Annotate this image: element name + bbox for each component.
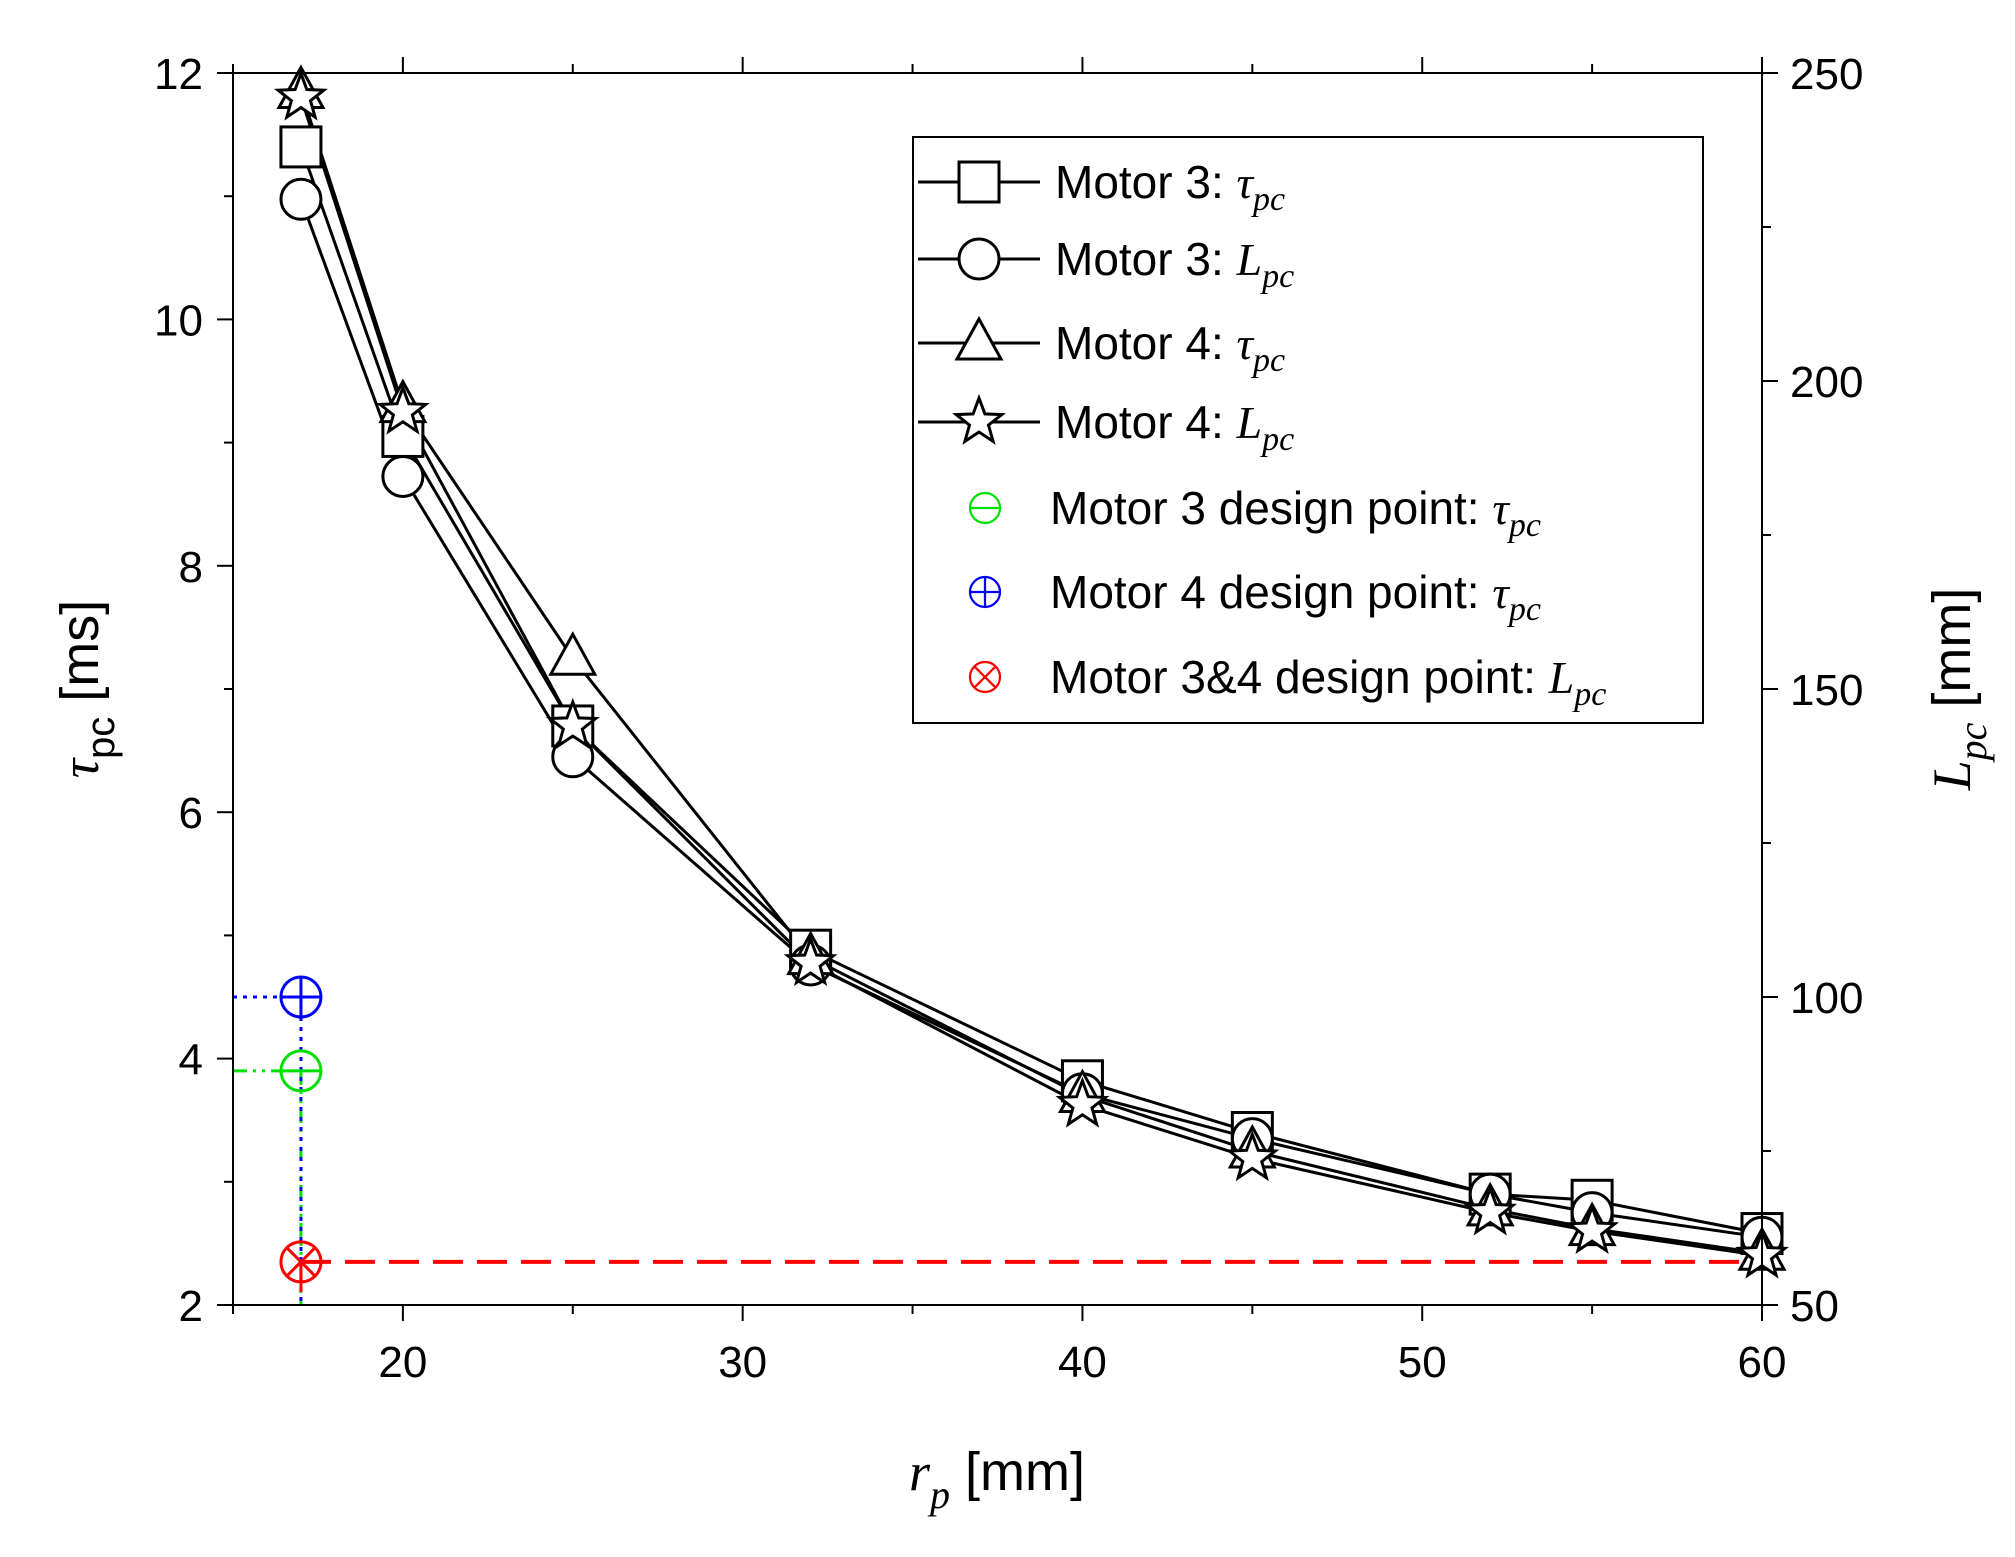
series-4-point-8-shape xyxy=(1565,1202,1620,1255)
series-4-point-5-shape xyxy=(1055,1076,1110,1128)
y-right-tick-label-5: 250 xyxy=(1790,50,1863,99)
design-point-2-marker xyxy=(279,975,323,1019)
y-axis-left-title: τpc [ms] xyxy=(50,600,123,779)
legend-item-7-marker-d2 xyxy=(973,665,997,689)
series-2-point-2 xyxy=(381,454,425,498)
series-4-point-6 xyxy=(1225,1130,1280,1182)
legend-item-4-marker-shape xyxy=(952,393,1006,445)
series-2-point-1 xyxy=(279,177,323,221)
x-tick-label-3: 40 xyxy=(1058,1338,1107,1387)
y-right-tick-label-2: 100 xyxy=(1790,974,1863,1023)
legend-item-3-marker-shape xyxy=(954,315,1004,361)
legend-item-7-label: Motor 3&4 design point: Lpc xyxy=(1050,651,1606,713)
y-left-tick-label-3: 6 xyxy=(179,789,203,838)
series-4-point-2-shape xyxy=(375,383,430,435)
series-4-point-4-shape xyxy=(783,934,838,987)
legend-item-6-label: Motor 4 design point: τpc xyxy=(1050,566,1541,628)
legend-item-4: Motor 4: Lpc xyxy=(918,393,1294,458)
legend-item-1-label: Motor 3: τpc xyxy=(1055,156,1285,218)
design-point-3-marker xyxy=(279,1240,323,1284)
design-point-1-marker xyxy=(279,1049,323,1093)
legend-item-7-marker xyxy=(968,660,1002,694)
legend-item-3-marker xyxy=(954,315,1004,361)
series-4-point-8 xyxy=(1565,1202,1620,1255)
series-4-point-6-shape xyxy=(1225,1130,1280,1182)
legend-item-2-label: Motor 3: Lpc xyxy=(1055,233,1294,295)
legend-item-6-marker xyxy=(968,575,1002,609)
x-tick-label-2: 30 xyxy=(718,1338,767,1387)
design-point-3 xyxy=(299,1259,1762,1305)
series-4-point-5 xyxy=(1055,1076,1110,1128)
series-4-point-1 xyxy=(273,69,328,121)
x-tick-label-1: 20 xyxy=(378,1338,427,1387)
x-tick-label-4: 50 xyxy=(1398,1338,1447,1387)
legend-item-3-label: Motor 4: τpc xyxy=(1055,317,1285,379)
legend-item-5: Motor 3 design point: τpc xyxy=(968,482,1541,544)
legend-item-5-label: Motor 3 design point: τpc xyxy=(1050,482,1541,544)
x-axis-title: rp [mm] xyxy=(909,1442,1085,1517)
design-point-3-marker-d2 xyxy=(285,1246,317,1278)
legend: Motor 3: τpc Motor 3: Lpc Motor 4: τpc Moto… xyxy=(912,136,1704,724)
legend-item-1-marker xyxy=(957,160,1001,204)
legend-box xyxy=(912,136,1704,724)
series-4-point-2 xyxy=(375,383,430,435)
legend-item-3: Motor 4: τpc xyxy=(918,315,1285,379)
legend-item-6: Motor 4 design point: τpc xyxy=(968,566,1541,628)
legend-item-4-label: Motor 4: Lpc xyxy=(1055,396,1294,458)
y-left-tick-label-5: 10 xyxy=(154,296,203,345)
y-left-tick-label-4: 8 xyxy=(179,543,203,592)
series-2-point-2-shape xyxy=(381,454,425,498)
series-3-point-3 xyxy=(548,631,598,676)
legend-item-2-marker xyxy=(957,237,1001,281)
design-point-1 xyxy=(233,1069,303,1305)
legend-item-5-marker xyxy=(968,491,1002,525)
series-4-point-7-shape xyxy=(1463,1184,1518,1236)
y-left-tick-label-6: 12 xyxy=(154,50,203,99)
design-point-3-marker-shape xyxy=(279,1240,323,1284)
x-tick-label-5: 60 xyxy=(1738,1338,1787,1387)
series-1-point-1 xyxy=(279,125,323,169)
legend-item-1-marker-shape xyxy=(957,160,1001,204)
y-right-tick-label-1: 50 xyxy=(1790,1282,1839,1331)
y-right-tick-label-3: 150 xyxy=(1790,666,1863,715)
legend-item-2-marker-shape xyxy=(957,237,1001,281)
y-right-tick-label-4: 200 xyxy=(1790,358,1863,407)
legend-item-7-marker-shape xyxy=(968,660,1002,694)
series-3-point-3-shape xyxy=(548,631,598,676)
series-4-point-4 xyxy=(783,934,838,987)
series-4-point-3-shape xyxy=(545,697,600,749)
design-point-2 xyxy=(233,995,303,1305)
series-4-point-1-shape xyxy=(273,69,328,121)
legend-item-2: Motor 3: Lpc xyxy=(918,233,1294,295)
y-axis-right-title: Lpc [mm] xyxy=(1922,588,1995,792)
series-4-point-3 xyxy=(545,697,600,749)
series-1-point-1-shape xyxy=(279,125,323,169)
y-left-tick-label-2: 4 xyxy=(179,1036,203,1085)
legend-item-7: Motor 3&4 design point: Lpc xyxy=(968,651,1606,713)
y-left-tick-label-1: 2 xyxy=(179,1282,203,1331)
legend-item-1: Motor 3: τpc xyxy=(918,156,1285,218)
series-4-point-7 xyxy=(1463,1184,1518,1236)
series-2-point-1-shape xyxy=(279,177,323,221)
legend-item-4-marker xyxy=(952,393,1006,445)
